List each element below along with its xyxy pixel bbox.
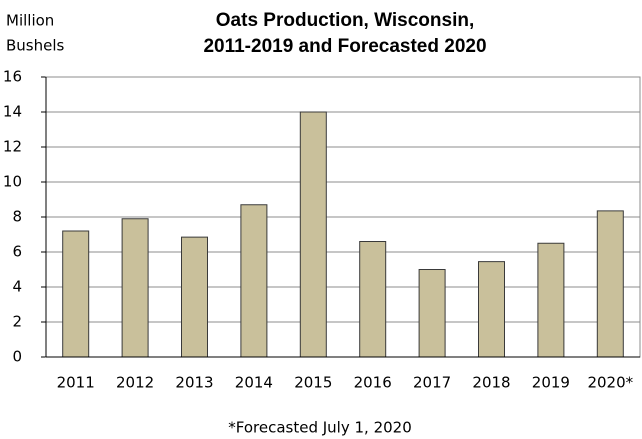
- chart-title: Oats Production, Wisconsin,: [216, 10, 474, 31]
- y-tick-label: 6: [12, 243, 22, 261]
- bar: [418, 269, 446, 358]
- y-tick-label: 14: [3, 103, 22, 121]
- x-tick-label: 2016: [354, 374, 392, 392]
- footnote: *Forecasted July 1, 2020: [228, 419, 412, 437]
- x-tick-label: 2012: [116, 374, 154, 392]
- x-tick-label: 2020*: [587, 374, 633, 392]
- x-tick-label: 2013: [175, 374, 213, 392]
- bar: [121, 218, 149, 358]
- x-tick-label: 2019: [532, 374, 570, 392]
- bar: [240, 204, 268, 358]
- bar: [478, 261, 505, 358]
- bar: [537, 242, 565, 358]
- bar: [181, 236, 208, 358]
- x-tick-label: 2018: [472, 374, 510, 392]
- x-tick-label: 2017: [413, 374, 451, 392]
- bar: [299, 111, 327, 358]
- y-tick-label: 10: [3, 173, 22, 191]
- bar: [596, 210, 624, 358]
- y-tick-label: 0: [12, 348, 22, 366]
- x-tick-label: 2011: [57, 374, 95, 392]
- y-axis-label: Million: [6, 12, 54, 30]
- y-axis-label: Bushels: [6, 37, 65, 55]
- x-tick-label: 2014: [235, 374, 273, 392]
- chart-title: 2011-2019 and Forecasted 2020: [203, 36, 486, 57]
- y-tick-label: 8: [12, 208, 22, 226]
- y-tick-label: 16: [3, 68, 22, 86]
- x-tick-label: 2015: [294, 374, 332, 392]
- y-tick-label: 4: [12, 278, 22, 296]
- bar: [62, 230, 90, 358]
- bar: [359, 241, 387, 358]
- y-tick-label: 12: [3, 138, 22, 156]
- y-tick-label: 2: [12, 313, 22, 331]
